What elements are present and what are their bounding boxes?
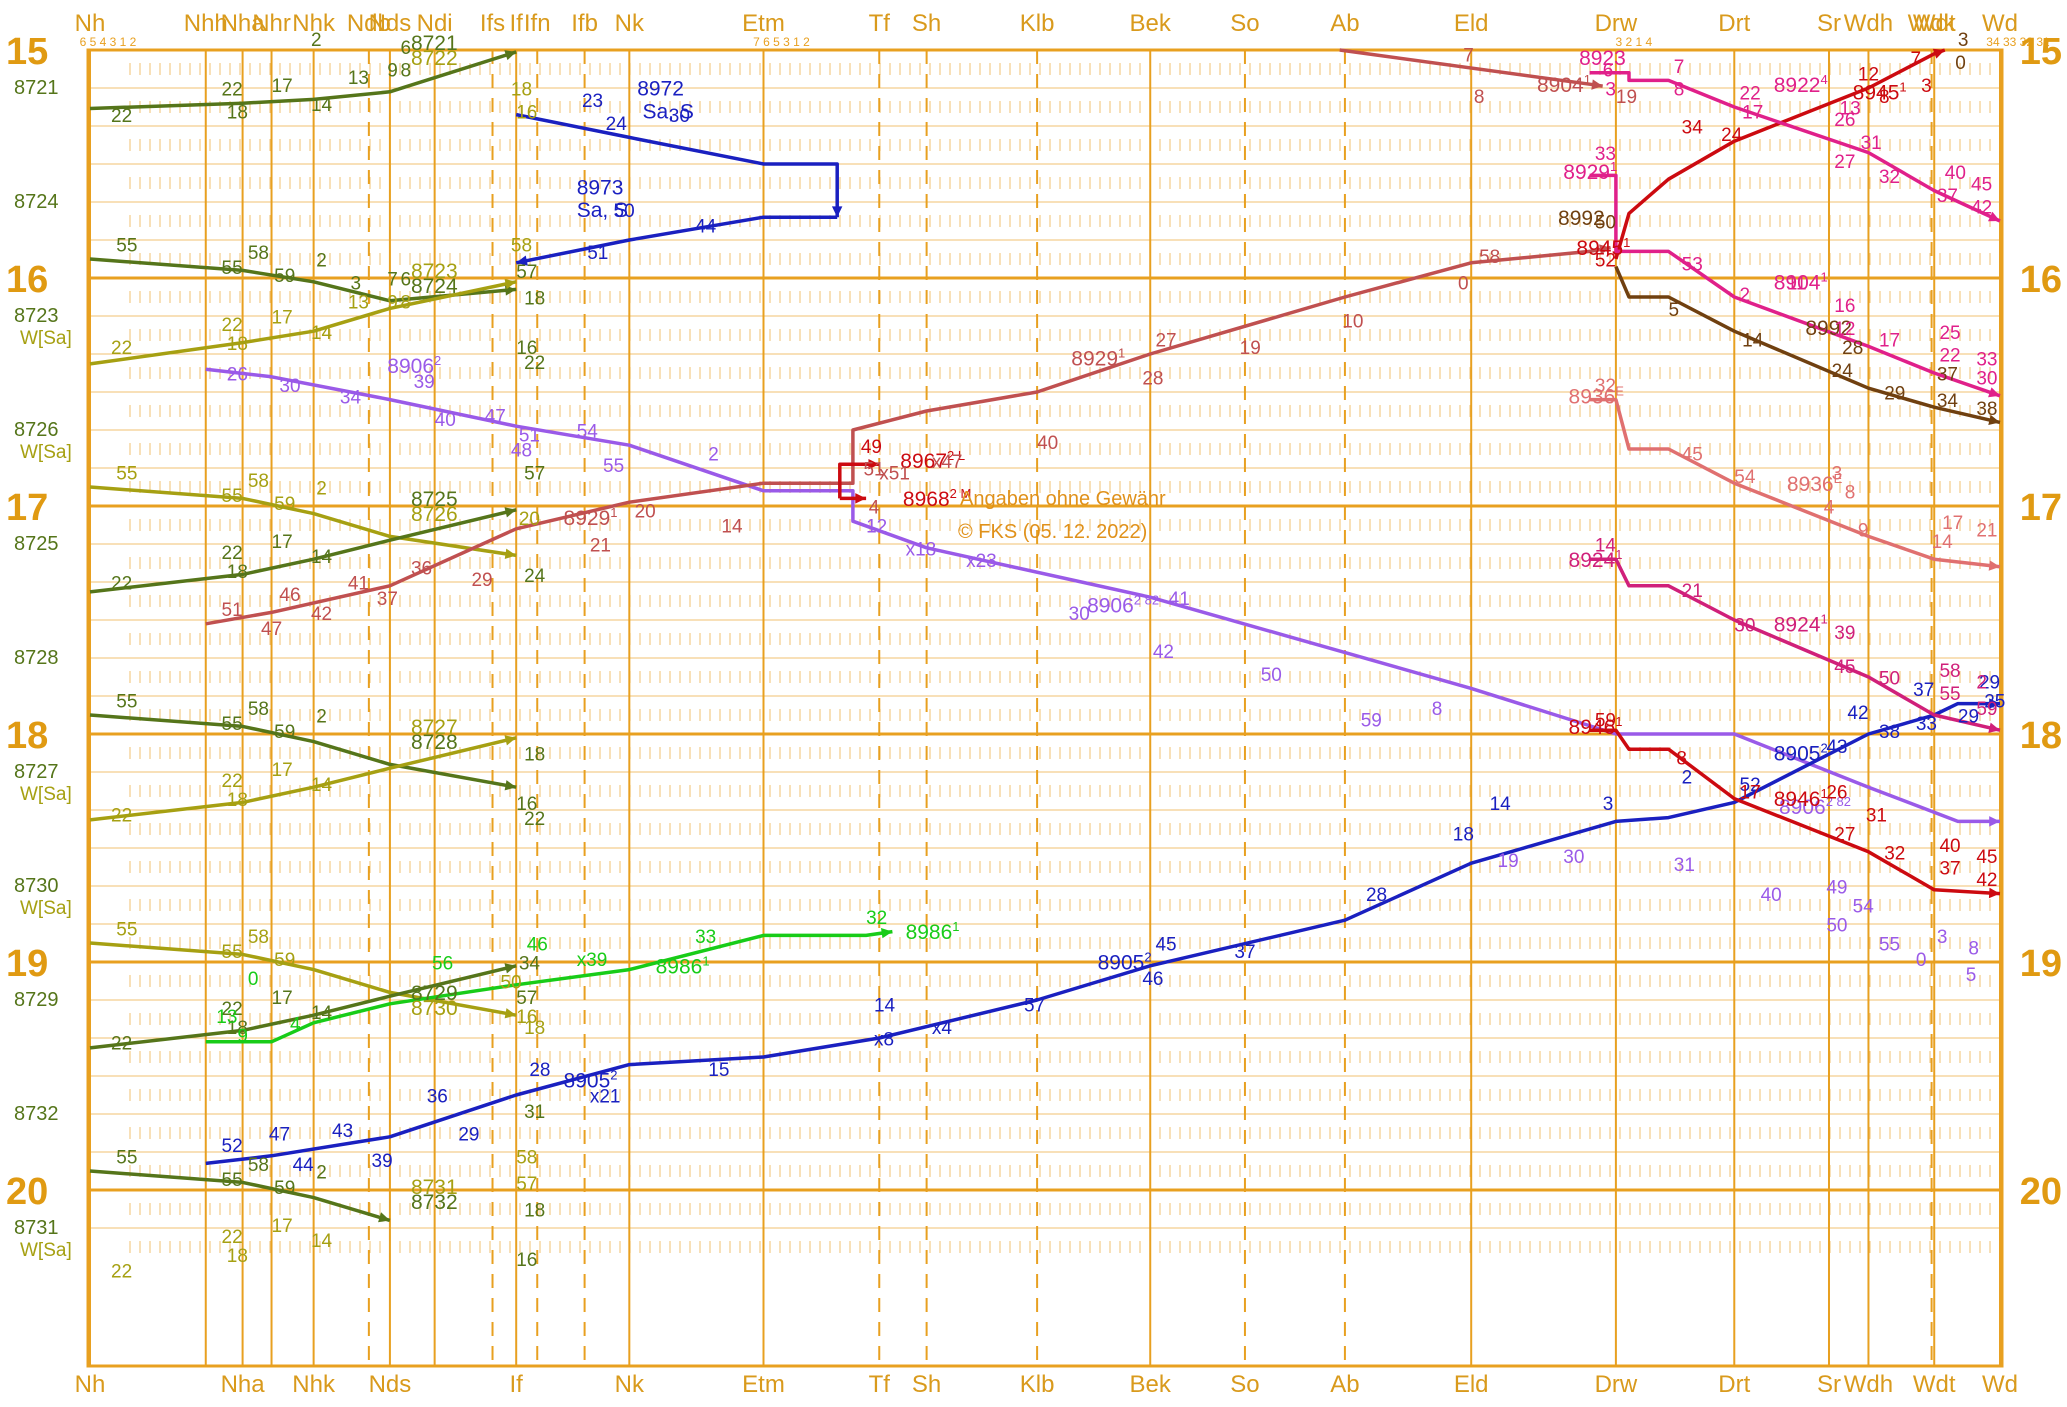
grid	[86, 48, 2004, 1368]
